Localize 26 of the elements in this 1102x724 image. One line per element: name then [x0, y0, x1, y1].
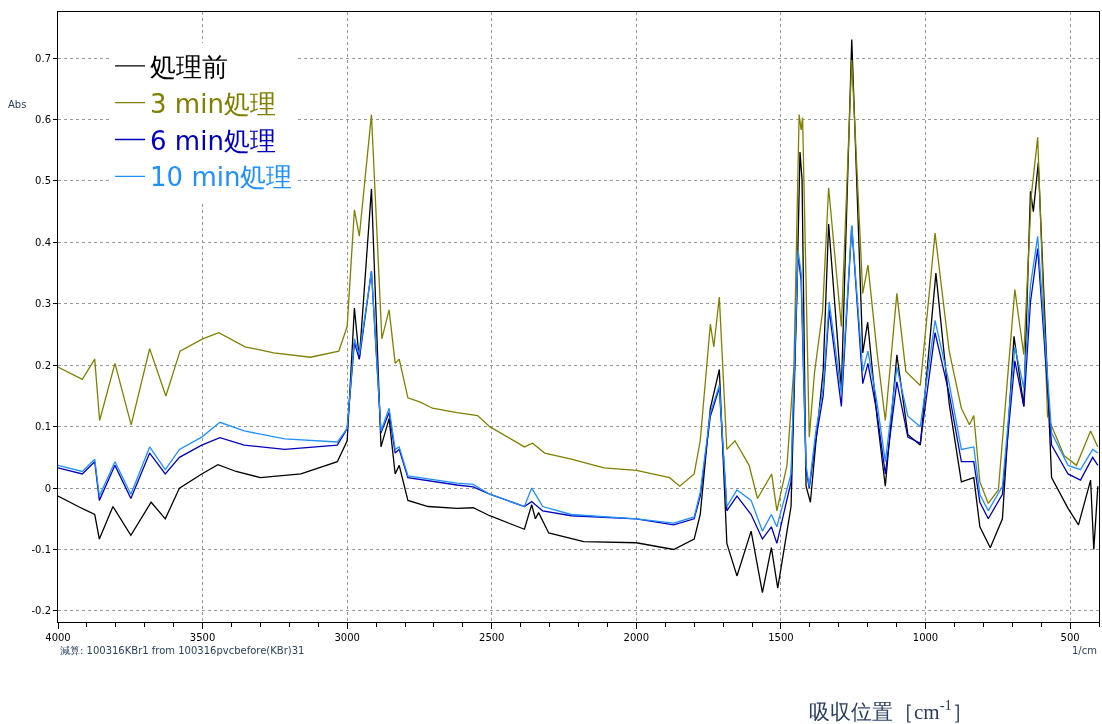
legend-label: 3 min処理: [150, 88, 276, 119]
y-tick-label: 0.4: [35, 236, 51, 248]
x-tick-label: 3500: [189, 632, 216, 643]
y-tick-label: 0.3: [35, 298, 51, 310]
x-tick-label: 3000: [334, 632, 360, 643]
x-tick-label: 4000: [45, 632, 71, 643]
y-tick-label: 0: [44, 482, 51, 494]
legend-label: 6 min処理: [150, 125, 276, 156]
y-tick-label: 0.6: [35, 114, 51, 125]
y-tick-label: 0.1: [35, 421, 51, 433]
x-tick-label: 2000: [623, 632, 650, 643]
text: 減算: 100316KBr1 from 100316pvcbefore(KBr)31: [60, 645, 305, 656]
x-tick-label: 1500: [768, 632, 794, 643]
x-tick-label: 500: [1060, 632, 1080, 643]
x-axis-title: 1/cm: [1072, 645, 1097, 656]
text: 吸収位置［cm$^{-1}$］: [809, 697, 973, 724]
y-tick-label: -0.1: [31, 544, 51, 556]
legend-label: 10 min処理: [150, 162, 293, 193]
x-tick-label: 1000: [912, 632, 939, 643]
y-tick-label: 0.7: [35, 52, 51, 64]
y-axis-title: Abs: [8, 99, 27, 110]
x-tick-label: 2500: [479, 632, 505, 643]
legend-label: 処理前: [150, 52, 229, 83]
y-tick-label: -0.2: [31, 605, 51, 617]
y-tick-label: 0.2: [35, 359, 51, 371]
y-tick-label: 0.5: [35, 175, 51, 187]
